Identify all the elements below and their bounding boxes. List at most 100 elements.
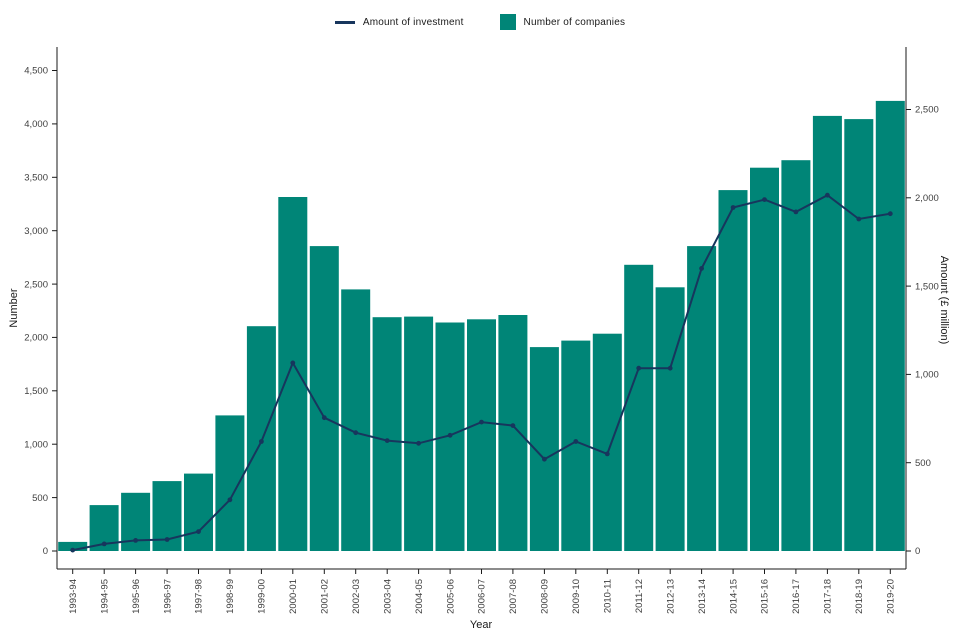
legend-label-companies: Number of companies	[523, 16, 626, 28]
bar-2011-12	[624, 264, 654, 551]
line-point-2016-17	[793, 209, 799, 215]
x-tick-label: 1994-95	[99, 579, 110, 614]
line-point-2011-12	[636, 365, 642, 371]
bar-2001-02	[309, 246, 339, 551]
bar-2004-05	[404, 316, 434, 551]
line-point-2006-07	[479, 419, 484, 425]
bar-2012-13	[655, 287, 685, 551]
x-tick-label: 1999-00	[257, 579, 268, 614]
line-point-1997-98	[196, 529, 201, 534]
left-tick-label: 1,500	[24, 386, 48, 397]
line-point-2010-11	[604, 451, 610, 457]
right-tick-label: 0	[915, 546, 920, 557]
line-point-2007-08	[510, 423, 516, 428]
bar-1999-00	[246, 326, 276, 551]
line-point-1993-94	[70, 547, 76, 553]
left-tick-label: 3,000	[24, 226, 48, 237]
line-point-2013-14	[699, 266, 704, 271]
bar-1997-98	[184, 473, 213, 551]
x-axis-title: Year	[470, 619, 493, 631]
x-tick-label: 2003-04	[382, 579, 393, 614]
left-tick-label: 1,000	[24, 439, 48, 450]
bar-swatch-icon	[499, 14, 516, 30]
bar-2013-14	[687, 246, 717, 551]
x-tick-label: 2007-08	[508, 579, 519, 614]
right-tick-label: 1,000	[915, 370, 939, 381]
bar-2006-07	[467, 319, 496, 551]
bar-1998-99	[215, 415, 245, 551]
x-tick-label: 1997-98	[194, 579, 205, 614]
bar-2000-01	[278, 197, 308, 551]
line-point-1996-97	[164, 537, 170, 542]
bar-2017-18	[812, 115, 842, 552]
legend: Amount of investment Number of companies	[0, 12, 960, 32]
left-tick-label: 500	[32, 493, 48, 504]
x-tick-label: 2009-10	[571, 579, 582, 614]
right-tick-label: 500	[915, 458, 931, 469]
bar-2018-19	[844, 119, 874, 551]
line-point-1999-00	[259, 439, 264, 444]
x-tick-label: 2011-12	[634, 579, 645, 613]
x-tick-label: 2015-16	[760, 579, 771, 614]
line-point-2005-06	[447, 432, 453, 438]
x-tick-label: 2010-11	[603, 579, 614, 613]
x-tick-label: 2014-15	[728, 579, 739, 614]
x-tick-label: 2018-19	[854, 579, 865, 614]
x-tick-label: 2006-07	[477, 579, 488, 614]
bar-2014-15	[718, 190, 748, 551]
right-tick-label: 1,500	[915, 281, 939, 292]
left-tick-label: 0	[43, 546, 48, 557]
x-tick-label: 2019-20	[886, 579, 897, 614]
bar-2002-03	[341, 289, 371, 551]
left-axis-title: Number	[8, 288, 20, 327]
line-point-2017-18	[825, 192, 830, 198]
line-point-2012-13	[667, 365, 673, 371]
bar-2015-16	[750, 167, 779, 551]
line-point-2009-10	[573, 439, 579, 444]
x-tick-label: 2013-14	[697, 579, 708, 614]
line-point-2002-03	[353, 430, 359, 436]
bar-2010-11	[592, 333, 622, 551]
x-tick-label: 2002-03	[351, 579, 362, 614]
x-tick-label: 1996-97	[162, 579, 173, 614]
line-point-2015-16	[762, 197, 767, 203]
line-point-2019-20	[887, 211, 893, 217]
x-tick-label: 2016-17	[791, 579, 802, 614]
x-tick-label: 1993-94	[68, 579, 79, 614]
x-tick-label: 2000-01	[288, 579, 299, 614]
bar-2007-08	[498, 315, 528, 551]
line-point-1998-99	[227, 497, 233, 503]
bar-2003-04	[372, 317, 402, 551]
x-tick-label: 2005-06	[445, 579, 456, 614]
legend-label-amount: Amount of investment	[362, 16, 464, 28]
x-tick-label: 1998-99	[225, 579, 236, 614]
x-tick-label: 2008-09	[540, 579, 551, 614]
left-tick-label: 2,500	[24, 279, 48, 290]
line-point-1994-95	[101, 541, 107, 547]
line-point-2004-05	[416, 440, 421, 446]
x-tick-label: 2012-13	[665, 579, 676, 614]
x-tick-label: 2001-02	[320, 579, 331, 614]
right-tick-label: 2,500	[915, 105, 939, 116]
line-point-2014-15	[730, 205, 736, 210]
line-swatch-icon	[334, 20, 355, 24]
line-point-2018-19	[856, 216, 862, 222]
bar-1993-94	[58, 541, 88, 551]
left-tick-label: 2,000	[24, 333, 48, 344]
left-tick-label: 4,000	[24, 119, 48, 130]
bar-2019-20	[875, 100, 905, 552]
line-point-2001-02	[321, 415, 327, 421]
x-tick-label: 1995-96	[131, 579, 142, 614]
left-tick-label: 3,500	[24, 173, 48, 184]
left-tick-label: 4,500	[24, 66, 48, 77]
bar-2016-17	[781, 160, 811, 551]
x-tick-label: 2017-18	[823, 579, 834, 614]
right-tick-label: 2,000	[915, 193, 939, 204]
x-tick-label: 2004-05	[414, 579, 425, 614]
line-point-1995-96	[133, 538, 139, 543]
line-point-2000-01	[290, 360, 296, 366]
right-axis-title: Amount (£ million)	[938, 256, 950, 345]
line-point-2008-09	[542, 456, 547, 462]
line-point-2003-04	[384, 438, 390, 443]
